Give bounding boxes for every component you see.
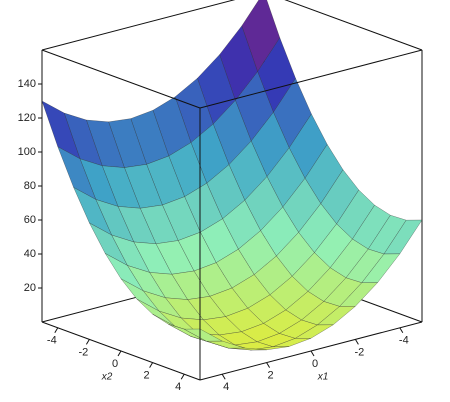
surface: [41, 0, 423, 351]
x1-tick-label: 4: [223, 381, 229, 393]
x1-tick-label: -2: [355, 346, 365, 358]
x2-tick-label: -4: [47, 335, 57, 347]
x1-tick: [266, 362, 271, 368]
axis-labels: 20 40 60 80 100 120 140 -4 -2 0 2 4 -4 -2 0 2 4 x2 x1: [18, 78, 409, 393]
x1-tick-label: 2: [268, 370, 274, 382]
x2-axis-label: x2: [101, 372, 113, 383]
box-edge: [199, 49, 423, 109]
x2-tick-label: -2: [79, 346, 89, 358]
x2-tick: [85, 339, 90, 345]
x1-tick: [399, 327, 404, 334]
x2-tick: [117, 350, 122, 357]
x1-tick: [354, 339, 359, 345]
x1-tick-label: 0: [312, 358, 318, 370]
x2-tick-label: 2: [144, 370, 150, 382]
z-tick-label: 140: [18, 78, 36, 90]
z-tick-label: 40: [24, 248, 36, 260]
box-edge: [41, 0, 236, 51]
x1-axis-label: x1: [317, 372, 329, 383]
z-tick-label: 20: [24, 282, 36, 294]
z-tick-label: 120: [18, 112, 36, 124]
box-edge: [41, 49, 201, 109]
x1-tick-label: -4: [399, 335, 409, 347]
z-tick-label: 100: [18, 146, 36, 158]
x2-tick-label: 0: [112, 358, 118, 370]
box-edge: [284, 0, 423, 51]
z-tick-label: 60: [24, 214, 36, 226]
x2-tick-label: 4: [175, 381, 181, 393]
x2-tick: [149, 362, 154, 368]
x1-tick: [221, 373, 226, 380]
x2-tick: [180, 373, 185, 380]
x1-tick: [310, 350, 315, 357]
x2-tick: [54, 327, 59, 334]
z-tick-label: 80: [24, 180, 36, 192]
